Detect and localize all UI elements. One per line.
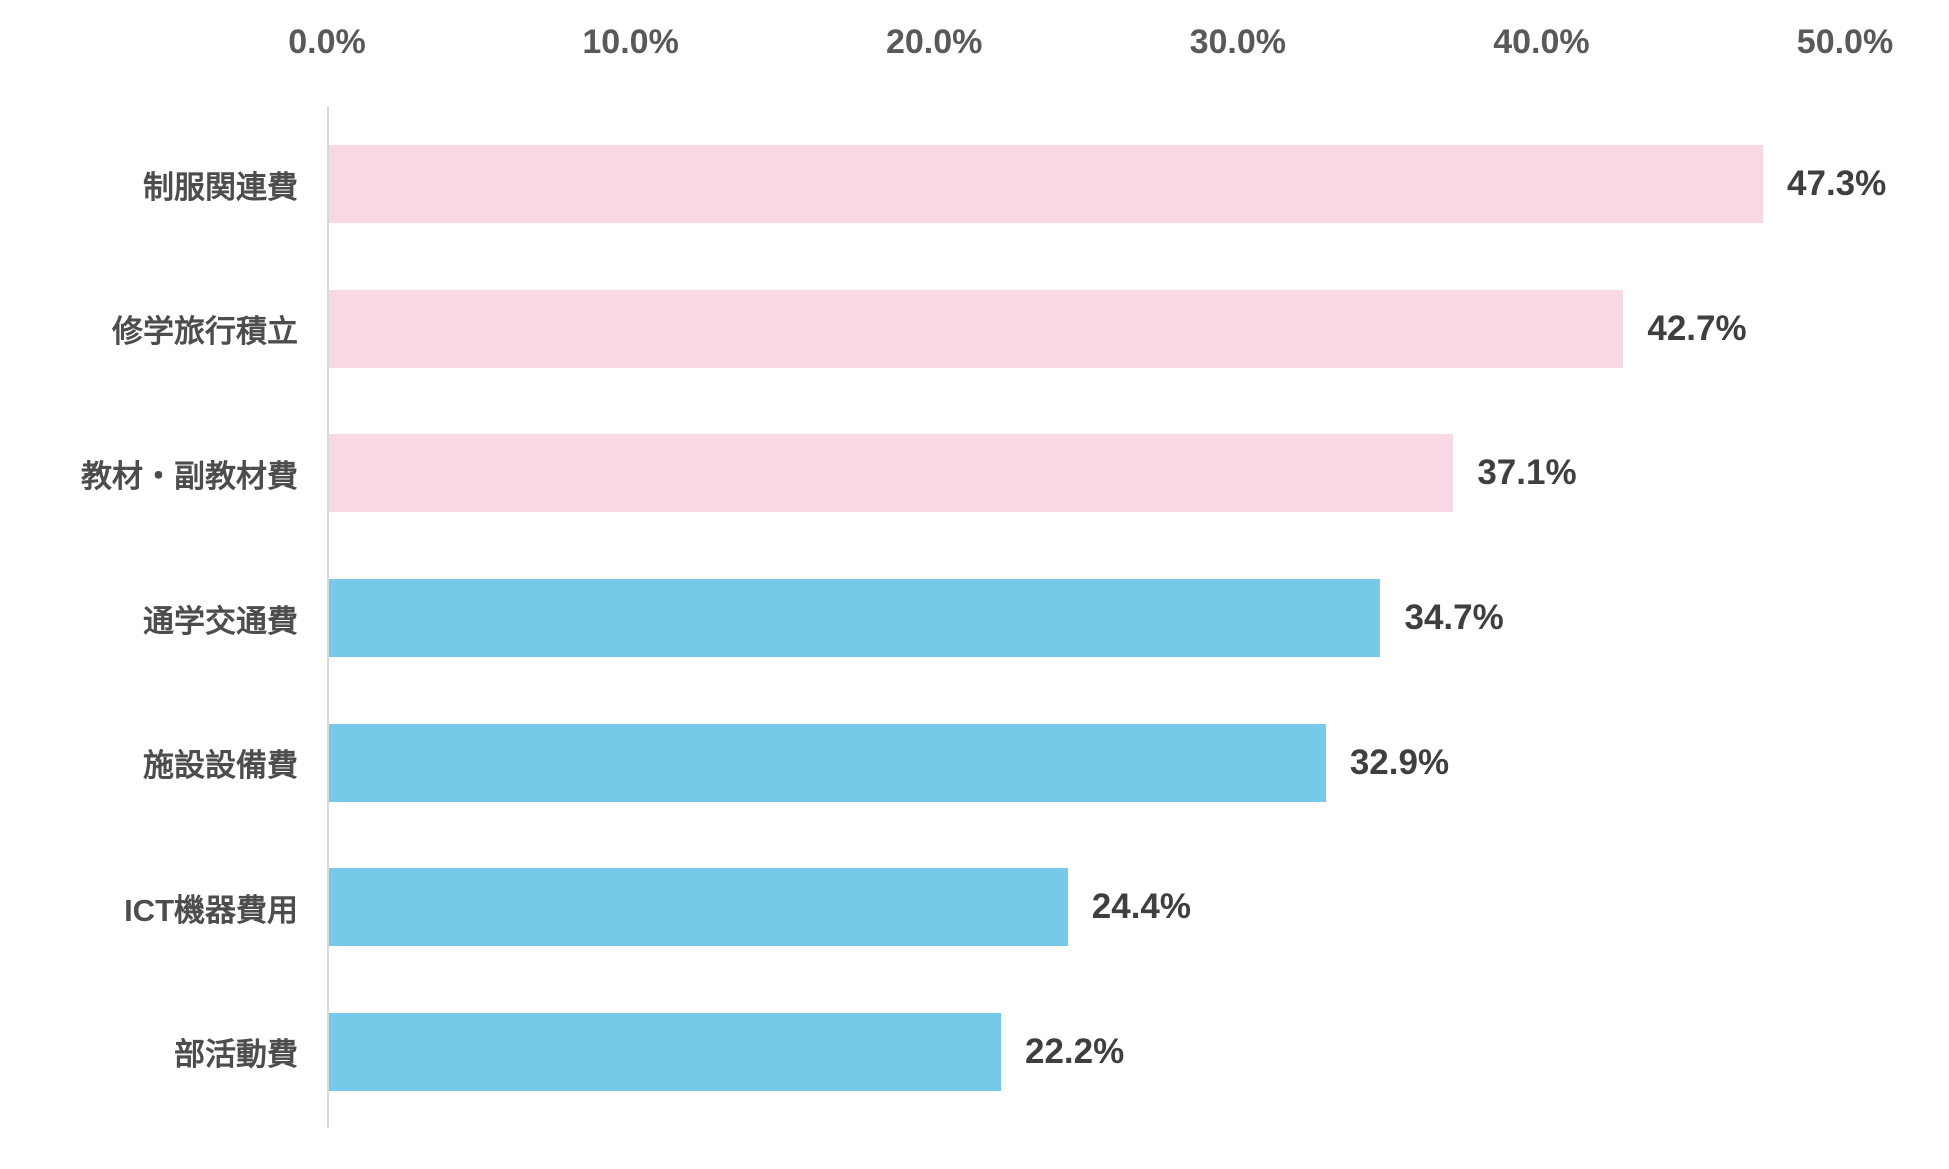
category-label: 教材・副教材費 xyxy=(81,458,298,494)
category-label: 部活動費 xyxy=(174,1037,298,1073)
x-axis-tick: 30.0% xyxy=(1189,23,1286,61)
bar xyxy=(327,434,1454,513)
bar-track: 22.2% xyxy=(327,1012,1845,1091)
bar-track: 47.3% xyxy=(327,145,1886,224)
bar-value-label: 32.9% xyxy=(1349,742,1450,782)
bar xyxy=(327,868,1068,947)
bar-value-label: 47.3% xyxy=(1787,164,1887,204)
bar xyxy=(327,289,1624,368)
x-axis-tick: 0.0% xyxy=(288,23,366,61)
bar-row: ICT機器費用 24.4% xyxy=(0,835,1949,980)
x-axis-tick: 20.0% xyxy=(885,23,983,61)
category-label: ICT機器費用 xyxy=(124,892,298,928)
bar-row: 通学交通費 34.7% xyxy=(0,546,1949,691)
bar xyxy=(327,1012,1001,1091)
bar-rows: 制服関連費 47.3% 修学旅行積立 42.7% 教材・副教材費 37.1% 通学交通費 34… xyxy=(0,112,1949,1124)
bar-track: 32.9% xyxy=(327,723,1845,802)
bar-row: 施設設備費 32.9% xyxy=(0,690,1949,835)
x-axis-tick: 40.0% xyxy=(1493,23,1590,61)
bar-row: 制服関連費 47.3% xyxy=(0,112,1949,257)
bar-value-label: 34.7% xyxy=(1404,598,1504,638)
bar-row: 修学旅行積立 42.7% xyxy=(0,257,1949,402)
plot-area: 制服関連費 47.3% 修学旅行積立 42.7% 教材・副教材費 37.1% 通学交通費 34… xyxy=(0,106,1949,1128)
bar xyxy=(327,579,1381,658)
category-label: 通学交通費 xyxy=(143,603,298,639)
category-label: 施設設備費 xyxy=(143,748,298,784)
bar-track: 24.4% xyxy=(327,868,1845,947)
bar-value-label: 37.1% xyxy=(1477,453,1577,493)
y-axis-line xyxy=(327,106,329,1128)
x-axis-tick: 50.0% xyxy=(1796,23,1894,61)
category-label: 修学旅行積立 xyxy=(112,314,298,350)
bar-value-label: 24.4% xyxy=(1091,887,1192,927)
bar-track: 42.7% xyxy=(327,289,1845,368)
bar-row: 教材・副教材費 37.1% xyxy=(0,401,1949,546)
bar-track: 34.7% xyxy=(327,579,1845,658)
bar xyxy=(327,145,1764,224)
x-axis-tick: 10.0% xyxy=(582,23,679,61)
bar-value-label: 42.7% xyxy=(1647,308,1747,348)
bar-track: 37.1% xyxy=(327,434,1845,513)
bar-row: 部活動費 22.2% xyxy=(0,979,1949,1124)
bar xyxy=(327,723,1326,802)
bar-value-label: 22.2% xyxy=(1024,1031,1125,1071)
x-axis: 0.0% 10.0% 20.0% 30.0% 40.0% 50.0% xyxy=(288,12,1893,72)
category-label: 制服関連費 xyxy=(143,169,298,205)
